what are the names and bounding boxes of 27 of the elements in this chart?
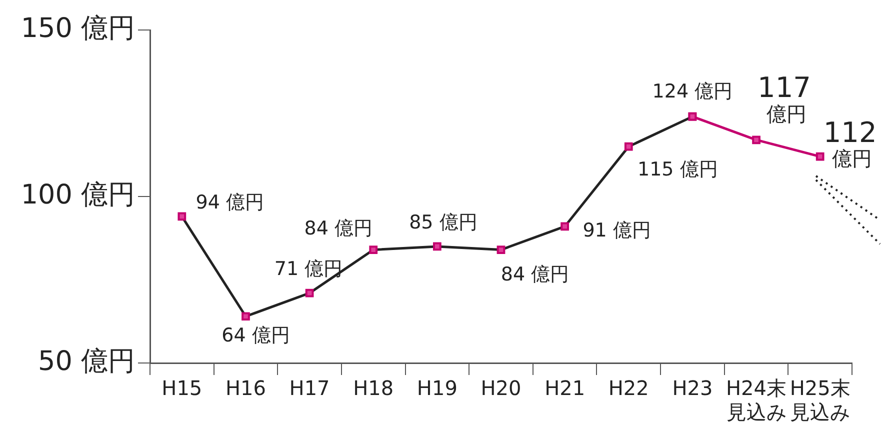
text: 71 億円	[274, 258, 343, 280]
text: 115 億円	[637, 158, 718, 180]
x-tick-label: H15	[162, 376, 202, 400]
x-tick-label: H16	[225, 376, 266, 400]
x-tick-label: H20	[480, 376, 522, 400]
x-tick-label: H23	[672, 376, 713, 400]
text: 117 億円	[758, 71, 811, 126]
text: 91 億円	[582, 219, 651, 242]
x-tick-label: H25末見込み	[790, 376, 850, 424]
y-tick-label: 50 億円	[38, 346, 135, 378]
text: 94 億円	[196, 191, 264, 214]
text: 112 億円	[823, 116, 877, 171]
text: 84 億円	[500, 264, 570, 286]
x-tick-label: H17	[289, 376, 330, 400]
x-tick-label: H24末見込み	[726, 376, 787, 424]
text: 124 億円	[652, 80, 733, 103]
text: 85 億円	[409, 211, 478, 234]
x-tick-label: H19	[416, 376, 458, 400]
y-tick-label: 150 億円	[20, 13, 135, 44]
x-tick-label: H22	[608, 376, 649, 400]
x-tick-label: H21	[544, 376, 586, 400]
point	[816, 152, 824, 161]
y-tick-label: 100 億円	[20, 180, 135, 211]
text: 64 億円	[222, 324, 290, 346]
point	[752, 136, 760, 144]
x-tick-label: H18	[353, 376, 394, 400]
text: 84 億円	[304, 218, 372, 240]
